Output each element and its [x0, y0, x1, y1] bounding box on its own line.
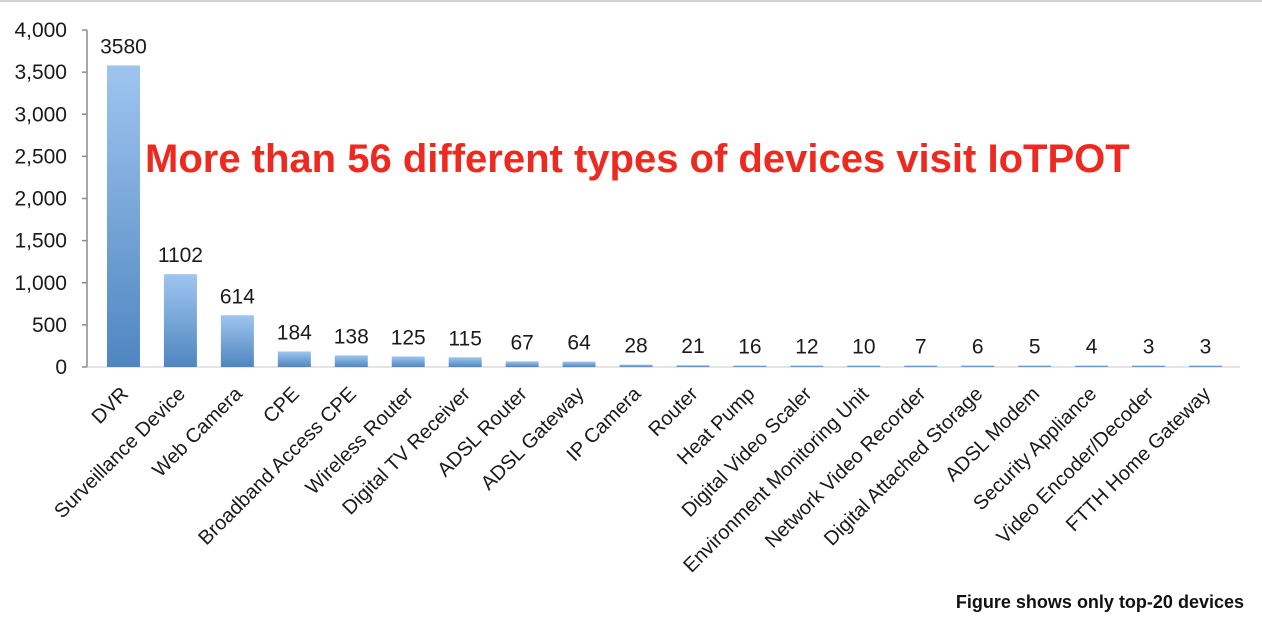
value-label: 67 — [510, 331, 533, 354]
value-label: 115 — [448, 327, 481, 350]
bar — [1075, 365, 1109, 367]
bar — [163, 274, 197, 367]
bar — [961, 365, 995, 367]
value-labels: 3580 1102 614 184 138 125 115 67 64 28 21 16 12 10 7 6 5… — [100, 35, 1211, 358]
bar — [334, 355, 368, 367]
value-label: 125 — [391, 326, 426, 349]
y-tick-label: 0 — [55, 356, 67, 379]
value-label: 614 — [220, 285, 255, 308]
category-label: ADSL Gateway — [477, 383, 589, 495]
bar — [904, 365, 938, 367]
value-label: 5 — [1029, 336, 1041, 359]
value-label: 64 — [567, 332, 591, 355]
value-label: 16 — [738, 336, 761, 359]
bar — [391, 356, 425, 367]
value-label: 138 — [334, 325, 369, 348]
bar — [1018, 365, 1052, 367]
bar — [562, 361, 596, 367]
bar — [790, 365, 824, 367]
category-label: CPE — [259, 383, 304, 428]
annotation-text: More than 56 different types of devices … — [145, 137, 1130, 181]
y-tick-label: 3,500 — [14, 61, 67, 84]
category-label: DVR — [88, 383, 133, 428]
bar — [505, 361, 539, 367]
value-label: 6 — [972, 336, 984, 359]
bar — [676, 365, 710, 367]
value-label: 28 — [624, 335, 647, 358]
value-label: 4 — [1086, 336, 1098, 359]
bar — [619, 364, 653, 367]
bar — [733, 365, 767, 367]
bar — [220, 315, 254, 367]
value-label: 184 — [277, 321, 312, 344]
value-label: 3580 — [100, 35, 147, 58]
y-tick-label: 500 — [32, 314, 67, 337]
bar — [106, 65, 140, 367]
value-label: 3 — [1143, 336, 1155, 359]
bar — [847, 365, 881, 367]
y-tick-label: 2,000 — [14, 188, 67, 211]
y-tick-label: 3,000 — [14, 103, 67, 126]
top-border-line — [0, 0, 1262, 2]
y-tick-label: 1,500 — [14, 230, 67, 253]
value-label: 3 — [1200, 336, 1212, 359]
value-label: 10 — [852, 336, 875, 359]
value-label: 21 — [681, 335, 704, 358]
bar — [448, 357, 482, 367]
value-label: 12 — [795, 336, 818, 359]
value-label: 1102 — [158, 244, 203, 267]
value-label: 7 — [915, 336, 927, 359]
bar — [277, 351, 311, 367]
y-tick-label: 2,500 — [14, 145, 67, 168]
bar — [1132, 365, 1166, 367]
y-tick-label: 1,000 — [14, 272, 67, 295]
bar — [1189, 365, 1223, 367]
footnote-text: Figure shows only top-20 devices — [956, 592, 1244, 612]
bars — [106, 65, 1223, 367]
y-axis: 0 500 1,000 1,500 2,000 2,500 3,000 3,500 4,000 — [14, 19, 1240, 379]
y-tick-label: 4,000 — [14, 19, 67, 42]
